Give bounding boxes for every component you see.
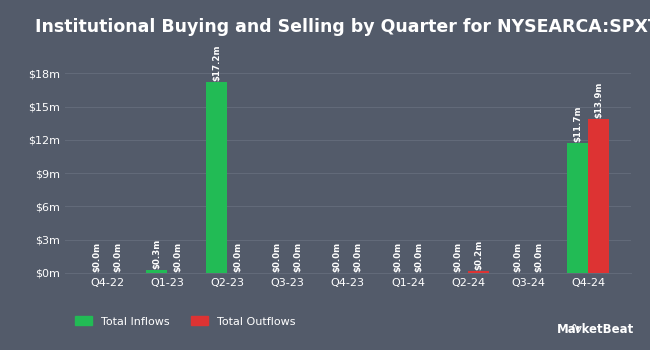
Bar <box>588 119 610 273</box>
Title: Institutional Buying and Selling by Quarter for NYSEARCA:SPXT: Institutional Buying and Selling by Quar… <box>35 18 650 36</box>
Bar <box>146 270 167 273</box>
Text: $0.0m: $0.0m <box>294 242 303 272</box>
Text: $11.7m: $11.7m <box>573 106 582 142</box>
Text: $0.0m: $0.0m <box>514 242 522 272</box>
Bar <box>567 143 588 273</box>
Text: $0.2m: $0.2m <box>474 239 483 270</box>
Bar <box>207 82 228 273</box>
Text: $0.0m: $0.0m <box>333 242 342 272</box>
Text: $0.0m: $0.0m <box>272 242 281 272</box>
Text: $13.9m: $13.9m <box>594 81 603 118</box>
Text: $0.0m: $0.0m <box>354 242 363 272</box>
Text: MarketBeat: MarketBeat <box>556 323 634 336</box>
Text: $0.0m: $0.0m <box>453 242 462 272</box>
Text: $0.3m: $0.3m <box>152 238 161 268</box>
Text: $0.0m: $0.0m <box>92 242 101 272</box>
Text: $0.0m: $0.0m <box>113 242 122 272</box>
Text: $17.2m: $17.2m <box>213 44 222 81</box>
Text: $0.0m: $0.0m <box>233 242 242 272</box>
Text: $0.0m: $0.0m <box>414 242 423 272</box>
Text: $0.0m: $0.0m <box>534 242 543 272</box>
Text: $0.0m: $0.0m <box>393 242 402 272</box>
Text: ∿: ∿ <box>569 321 582 336</box>
Legend: Total Inflows, Total Outflows: Total Inflows, Total Outflows <box>71 312 300 331</box>
Bar <box>468 271 489 273</box>
Text: $0.0m: $0.0m <box>174 242 182 272</box>
